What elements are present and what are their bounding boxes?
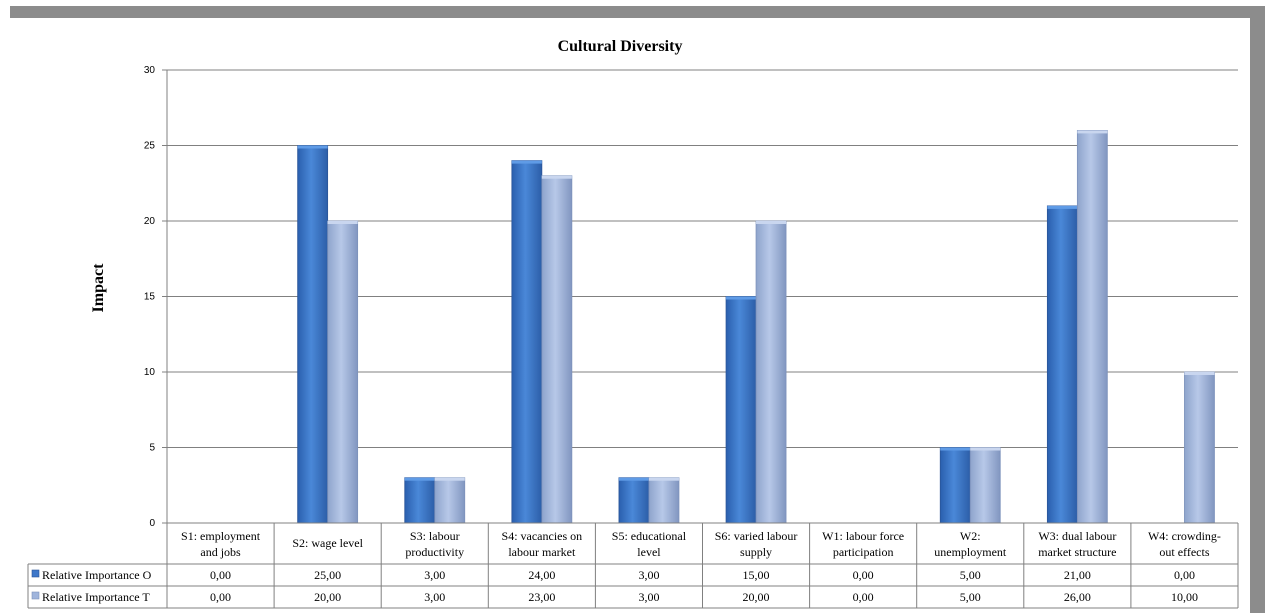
- y-tick-label: 0: [149, 518, 155, 529]
- category-label: productivity: [405, 545, 464, 559]
- y-axis-label: Impact: [90, 263, 107, 313]
- bar-top-cap: [1077, 130, 1108, 134]
- bar-top-cap: [327, 221, 358, 224]
- bar-o: [939, 447, 971, 524]
- data-label: 15,00: [743, 568, 770, 582]
- bar-top-cap: [297, 145, 328, 149]
- data-label: 0,00: [210, 568, 231, 582]
- chart-panel: Cultural Diversity Impact 0 5 10 15 20 25 30 S…: [10, 18, 1250, 613]
- bar-o: [511, 160, 543, 524]
- bar-o: [725, 296, 757, 524]
- category-label: participation: [833, 545, 894, 559]
- category-label: S4: vacancies on: [502, 529, 583, 543]
- y-tick-label: 25: [144, 141, 156, 152]
- data-label: 0,00: [1174, 568, 1195, 582]
- category-label: S1: employment: [181, 529, 261, 543]
- bar-t: [969, 447, 1001, 524]
- category-label: W1: labour force: [822, 529, 904, 543]
- bar-o: [1046, 205, 1078, 524]
- chart-title: Cultural Diversity: [558, 38, 683, 55]
- legend-key-t: [31, 591, 40, 600]
- data-label: 3,00: [424, 590, 445, 604]
- bar-top-cap: [404, 477, 435, 481]
- y-tick-label: 20: [144, 216, 156, 227]
- legend-label: Relative Importance T: [42, 590, 150, 604]
- category-label: S3: labour: [410, 529, 460, 543]
- category-label: and jobs: [200, 545, 241, 559]
- window-left-margin: [0, 6, 10, 613]
- bar-top-cap: [970, 447, 1001, 451]
- data-label: 24,00: [528, 568, 555, 582]
- category-label: out effects: [1159, 545, 1209, 559]
- category-label: unemployment: [934, 545, 1007, 559]
- legend-key-o: [31, 569, 40, 578]
- bar-top-cap: [1184, 372, 1215, 375]
- bar-top-cap: [1047, 205, 1078, 209]
- category-label: supply: [740, 545, 772, 559]
- bar-o: [404, 477, 436, 524]
- bar-top-cap: [618, 477, 649, 481]
- bar-t: [434, 477, 466, 524]
- bar-t: [1076, 130, 1108, 524]
- category-label: level: [637, 545, 661, 559]
- bar-t: [327, 220, 359, 524]
- bar-t: [648, 477, 680, 524]
- data-label: 0,00: [210, 590, 231, 604]
- window-frame-right: [1250, 6, 1265, 613]
- bar-top-cap: [940, 447, 971, 451]
- y-tick-label: 10: [144, 367, 156, 378]
- data-label: 5,00: [960, 590, 981, 604]
- data-label: 25,00: [314, 568, 341, 582]
- bar-top-cap: [648, 477, 679, 481]
- data-label: 10,00: [1171, 590, 1198, 604]
- top-strip: [0, 0, 1265, 6]
- bar-top-cap: [541, 175, 572, 179]
- data-label: 21,00: [1064, 568, 1091, 582]
- category-label: W4: crowding-: [1148, 529, 1221, 543]
- data-label: 3,00: [424, 568, 445, 582]
- bar-top-cap: [511, 160, 542, 164]
- bar-top-cap: [434, 477, 465, 481]
- category-label: W3: dual labour: [1038, 529, 1116, 543]
- data-label: 26,00: [1064, 590, 1091, 604]
- data-label: 0,00: [853, 568, 874, 582]
- y-tick-label: 5: [149, 443, 155, 454]
- category-label: S2: wage level: [292, 536, 363, 550]
- legend-label: Relative Importance O: [42, 568, 152, 582]
- data-label: 3,00: [638, 568, 659, 582]
- data-label: 0,00: [853, 590, 874, 604]
- category-label: labour market: [508, 545, 576, 559]
- data-label: 20,00: [743, 590, 770, 604]
- bar-t: [541, 175, 573, 524]
- bar-o: [297, 145, 329, 524]
- category-label: market structure: [1038, 545, 1116, 559]
- data-table: S1: employment and jobs S2: wage level S3: …: [27, 522, 1239, 609]
- bars: [297, 130, 1215, 524]
- data-label: 20,00: [314, 590, 341, 604]
- bar-o: [618, 477, 650, 524]
- data-label: 5,00: [960, 568, 981, 582]
- bar-t: [1184, 371, 1215, 524]
- bar-t: [755, 220, 787, 524]
- window-frame-top: [10, 6, 1265, 18]
- bar-top-cap: [756, 221, 787, 224]
- bar-top-cap: [726, 296, 757, 300]
- category-label: S6: varied labour: [715, 529, 798, 543]
- category-label: S5: educational: [612, 529, 687, 543]
- y-tick-label: 15: [144, 292, 156, 303]
- data-label: 3,00: [638, 590, 659, 604]
- data-label: 23,00: [528, 590, 555, 604]
- category-label: W2:: [960, 529, 981, 543]
- bar-chart: Cultural Diversity Impact 0 5 10 15 20 25 30 S…: [27, 38, 1239, 609]
- y-tick-label: 30: [144, 65, 156, 76]
